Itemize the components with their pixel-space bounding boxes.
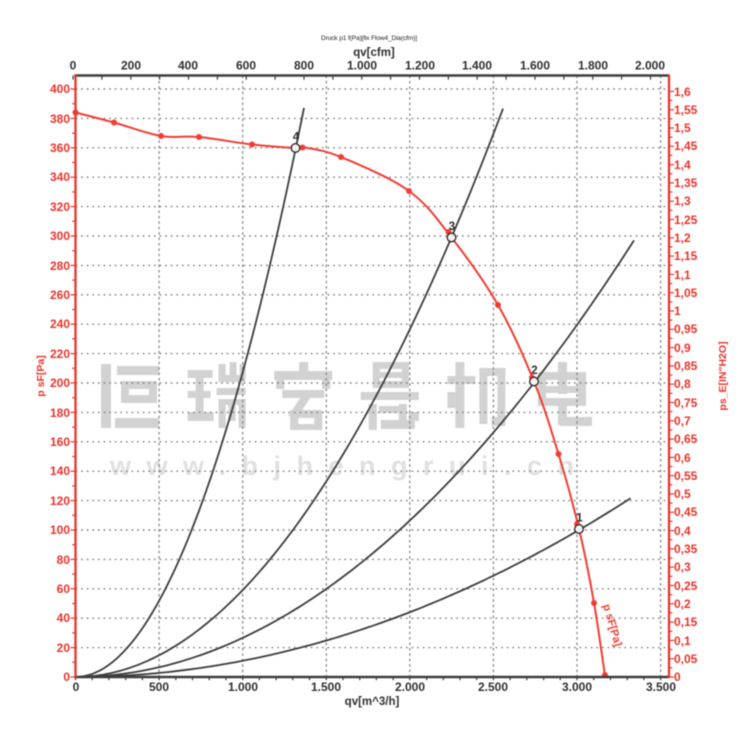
svg-text:800: 800 xyxy=(294,59,314,73)
svg-text:2: 2 xyxy=(531,365,537,377)
svg-text:0,8: 0,8 xyxy=(674,377,691,391)
svg-text:40: 40 xyxy=(57,611,71,625)
svg-text:200: 200 xyxy=(50,376,70,390)
svg-text:Druck p1 f(Pa)[fix Flow4_Dia(c: Druck p1 f(Pa)[fix Flow4_Dia(cfm)] xyxy=(321,35,417,42)
svg-text:0,25: 0,25 xyxy=(674,579,698,593)
svg-text:0,65: 0,65 xyxy=(674,432,698,446)
svg-text:1,3: 1,3 xyxy=(674,194,691,208)
svg-text:0,4: 0,4 xyxy=(674,524,691,538)
svg-text:1,2: 1,2 xyxy=(674,231,691,245)
svg-text:0: 0 xyxy=(70,59,77,73)
svg-text:1.000: 1.000 xyxy=(228,680,258,694)
svg-text:qv[cfm]: qv[cfm] xyxy=(353,47,395,59)
svg-text:0,6: 0,6 xyxy=(674,451,691,465)
svg-text:240: 240 xyxy=(50,317,70,331)
svg-text:2.000: 2.000 xyxy=(635,59,665,73)
svg-text:320: 320 xyxy=(50,200,70,214)
svg-text:1.800: 1.800 xyxy=(578,59,608,73)
svg-text:360: 360 xyxy=(50,141,70,155)
svg-text:4: 4 xyxy=(293,132,300,144)
svg-text:60: 60 xyxy=(57,582,71,596)
svg-text:160: 160 xyxy=(50,435,70,449)
svg-text:0,95: 0,95 xyxy=(674,322,698,336)
svg-text:220: 220 xyxy=(50,347,70,361)
svg-text:ps_E[IN"H2O]: ps_E[IN"H2O] xyxy=(717,341,729,410)
svg-text:0,3: 0,3 xyxy=(674,560,691,574)
svg-text:260: 260 xyxy=(50,288,70,302)
svg-text:0,55: 0,55 xyxy=(674,469,698,483)
svg-text:0,05: 0,05 xyxy=(674,652,698,666)
svg-text:3.500: 3.500 xyxy=(646,680,676,694)
svg-text:0,15: 0,15 xyxy=(674,615,698,629)
svg-text:1,6: 1,6 xyxy=(674,85,691,99)
svg-text:0,5: 0,5 xyxy=(674,487,691,501)
svg-text:300: 300 xyxy=(50,229,70,243)
svg-text:400: 400 xyxy=(178,59,198,73)
svg-text:0,35: 0,35 xyxy=(674,542,698,556)
svg-text:0,85: 0,85 xyxy=(674,359,698,373)
svg-text:1,15: 1,15 xyxy=(674,249,698,263)
svg-text:3: 3 xyxy=(449,221,455,233)
svg-text:2.000: 2.000 xyxy=(395,680,425,694)
svg-text:180: 180 xyxy=(50,406,70,420)
svg-text:80: 80 xyxy=(57,553,71,567)
svg-text:0,9: 0,9 xyxy=(674,341,691,355)
svg-text:1,4: 1,4 xyxy=(674,158,691,172)
svg-text:1.500: 1.500 xyxy=(311,680,341,694)
svg-text:200: 200 xyxy=(121,59,141,73)
svg-text:qv[m^3/h]: qv[m^3/h] xyxy=(345,696,400,708)
svg-text:1,1: 1,1 xyxy=(674,268,691,282)
svg-text:1.600: 1.600 xyxy=(520,59,550,73)
svg-text:380: 380 xyxy=(50,112,70,126)
svg-text:0: 0 xyxy=(63,670,70,684)
svg-text:p sF[Pa]: p sF[Pa] xyxy=(35,355,47,396)
svg-text:140: 140 xyxy=(50,464,70,478)
svg-text:0,7: 0,7 xyxy=(674,414,691,428)
svg-text:1.200: 1.200 xyxy=(405,59,435,73)
svg-text:1.000: 1.000 xyxy=(347,59,377,73)
svg-text:500: 500 xyxy=(149,680,169,694)
svg-text:0,45: 0,45 xyxy=(674,505,698,519)
svg-text:0,75: 0,75 xyxy=(674,396,698,410)
svg-text:280: 280 xyxy=(50,259,70,273)
svg-text:1: 1 xyxy=(674,304,681,318)
svg-text:0: 0 xyxy=(73,680,80,694)
svg-text:600: 600 xyxy=(236,59,256,73)
svg-text:120: 120 xyxy=(50,494,70,508)
svg-text:0: 0 xyxy=(674,670,681,684)
svg-text:www.bjhengrui.cn: www.bjhengrui.cn xyxy=(109,451,590,481)
svg-text:0,1: 0,1 xyxy=(674,634,691,648)
svg-text:1.400: 1.400 xyxy=(462,59,492,73)
svg-text:1,35: 1,35 xyxy=(674,176,698,190)
svg-text:1,25: 1,25 xyxy=(674,213,698,227)
svg-text:1,5: 1,5 xyxy=(674,121,691,135)
svg-text:340: 340 xyxy=(50,170,70,184)
svg-text:1,05: 1,05 xyxy=(674,286,698,300)
svg-text:100: 100 xyxy=(50,523,70,537)
svg-text:1,45: 1,45 xyxy=(674,139,698,153)
svg-text:3.000: 3.000 xyxy=(562,680,592,694)
svg-text:20: 20 xyxy=(57,641,71,655)
svg-text:400: 400 xyxy=(50,82,70,96)
svg-text:1: 1 xyxy=(576,513,583,525)
svg-text:1,55: 1,55 xyxy=(674,103,698,117)
svg-text:0,2: 0,2 xyxy=(674,597,691,611)
svg-text:2.500: 2.500 xyxy=(478,680,508,694)
